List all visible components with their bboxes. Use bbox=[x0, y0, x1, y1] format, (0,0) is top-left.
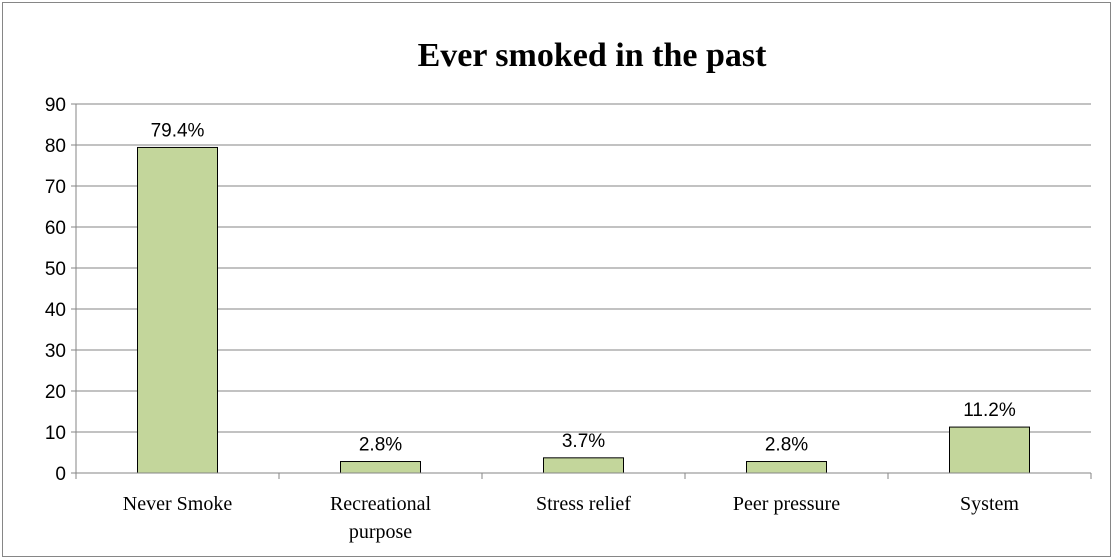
category-label: Stress relief bbox=[536, 493, 631, 515]
bar bbox=[949, 426, 1030, 474]
data-label: 3.7% bbox=[562, 431, 605, 452]
bar bbox=[543, 457, 624, 474]
y-tick-label: 90 bbox=[45, 95, 66, 116]
y-tick-label: 0 bbox=[55, 464, 66, 485]
bars bbox=[137, 146, 1030, 474]
category-label: System bbox=[960, 493, 1019, 515]
y-tick-label: 40 bbox=[45, 300, 66, 321]
data-label: 2.8% bbox=[359, 435, 402, 456]
y-axis-ticks: 0 10 20 30 40 50 60 70 80 90 bbox=[45, 95, 77, 485]
category-label: Peer pressure bbox=[733, 493, 840, 515]
y-tick-label: 70 bbox=[45, 177, 66, 198]
data-label: 2.8% bbox=[765, 435, 808, 456]
category-label: Never Smoke bbox=[123, 493, 233, 515]
chart-title: Ever smoked in the past bbox=[418, 37, 768, 74]
x-axis: Never Smoke Recreational purpose Stress rel… bbox=[75, 472, 1092, 543]
y-tick-label: 60 bbox=[45, 218, 66, 239]
y-tick-label: 80 bbox=[45, 136, 66, 157]
bar bbox=[746, 461, 827, 474]
y-tick-label: 10 bbox=[45, 423, 66, 444]
data-labels: 79.4% 2.8% 3.7% 2.8% 11.2% bbox=[151, 120, 1016, 455]
bar bbox=[340, 461, 421, 474]
y-tick-label: 50 bbox=[45, 259, 66, 280]
y-tick-label: 30 bbox=[45, 341, 66, 362]
data-label: 11.2% bbox=[963, 400, 1016, 421]
data-label: 79.4% bbox=[151, 120, 205, 141]
bar bbox=[137, 146, 218, 474]
category-label: Recreational purpose bbox=[330, 493, 431, 543]
y-tick-label: 20 bbox=[45, 382, 66, 403]
gridlines bbox=[76, 103, 1091, 433]
